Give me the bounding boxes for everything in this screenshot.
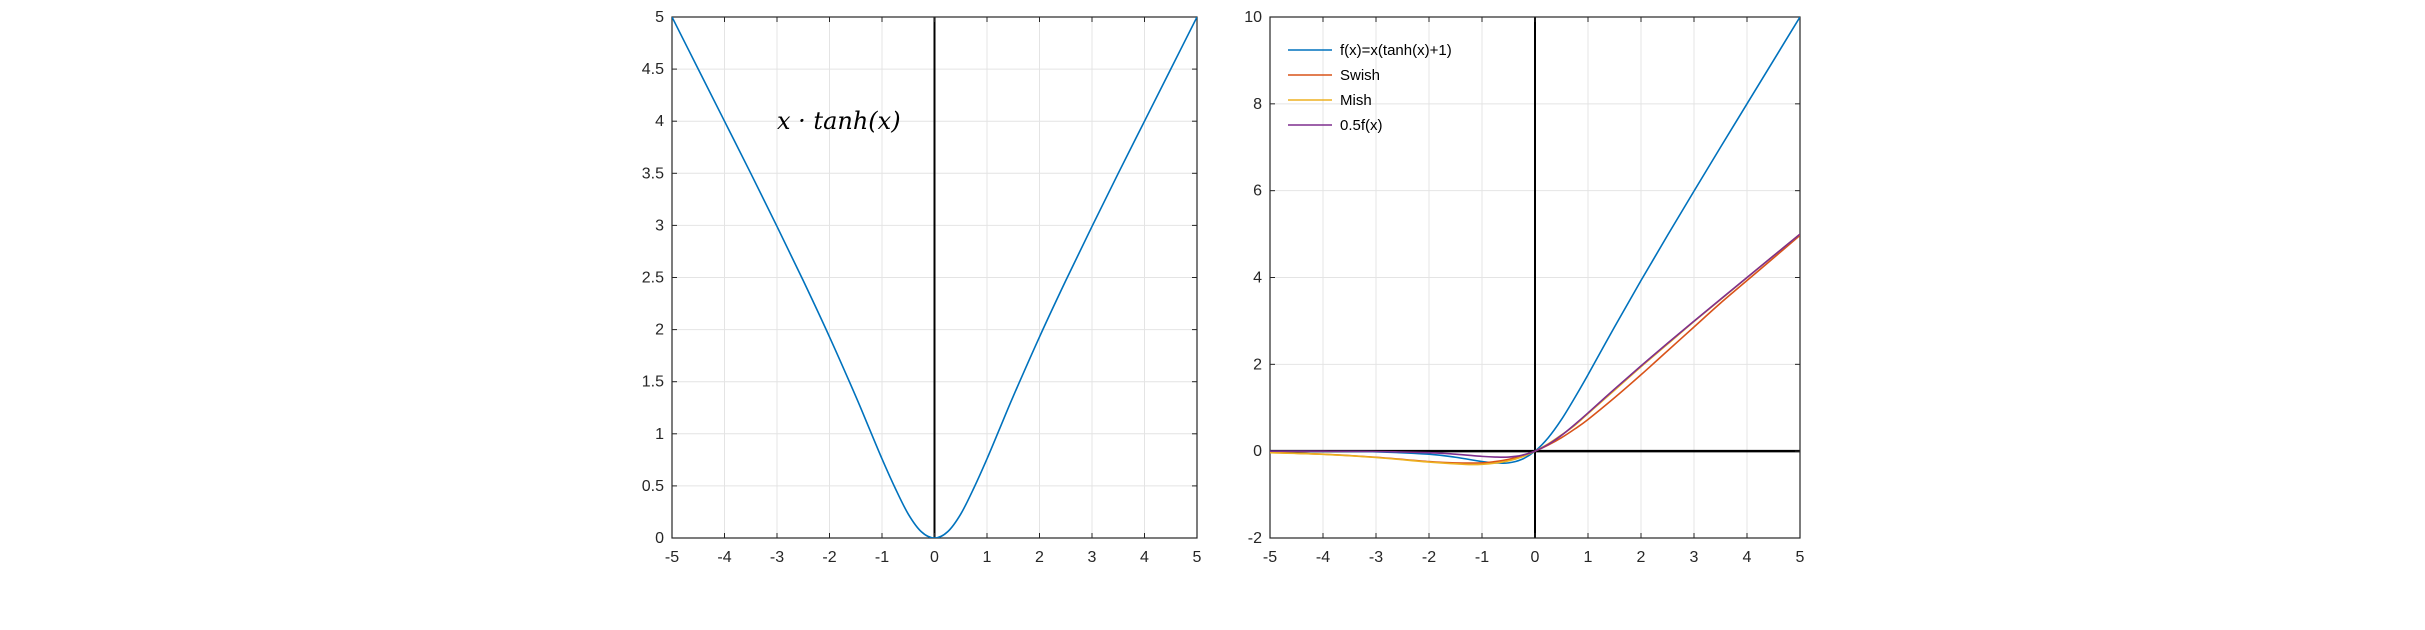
x-tick-label: 2 <box>1637 549 1646 566</box>
x-tick-label: -3 <box>1369 549 1383 566</box>
y-tick-label: 3 <box>655 217 664 234</box>
x-tick-label: 1 <box>983 549 992 566</box>
y-tick-label: 1 <box>655 426 664 443</box>
x-tick-label: 3 <box>1088 549 1097 566</box>
series-line-x-tanh-x <box>672 17 1197 538</box>
x-tick-label: 0 <box>930 549 939 566</box>
legend-label: 0.5f(x) <box>1340 117 1383 134</box>
x-tick-label: 5 <box>1796 549 1805 566</box>
legend-label: Swish <box>1340 67 1380 84</box>
x-tick-label: -1 <box>875 549 889 566</box>
x-tick-label: 0 <box>1531 549 1540 566</box>
x-tick-label: -5 <box>1263 549 1277 566</box>
right-plot-activations: -5 -4 -3 -2 -1 0 1 2 3 4 5 -2 0 2 4 6 8 10 f(x)=x(tanh(x)+… <box>1244 9 1804 566</box>
y-tick-label: 0 <box>655 530 664 547</box>
series-line-0-5f-x- <box>1270 233 1800 458</box>
x-tick-label: -3 <box>770 549 784 566</box>
y-tick-label: 4.5 <box>642 61 664 78</box>
y-tick-label: 3.5 <box>642 165 664 182</box>
legend-label: Mish <box>1340 92 1372 109</box>
y-tick-label: 0.5 <box>642 478 664 495</box>
y-tick-label: 10 <box>1244 9 1262 26</box>
x-tick-label: 4 <box>1140 549 1149 566</box>
x-tick-label: -4 <box>1316 549 1330 566</box>
x-tick-label: 1 <box>1584 549 1593 566</box>
x-tick-label: 4 <box>1743 549 1752 566</box>
y-tick-label: 4 <box>655 113 664 130</box>
x-tick-label: -1 <box>1475 549 1489 566</box>
x-tick-label: 3 <box>1690 549 1699 566</box>
left-plot-tanh: -5 -4 -3 -2 -1 0 1 2 3 4 5 0 0.5 1 1.5 2 2.5 3 3.5 4 4.5 5 x ·… <box>642 9 1202 566</box>
legend-label: f(x)=x(tanh(x)+1) <box>1340 42 1452 59</box>
y-tick-label: 2 <box>1253 356 1262 373</box>
annotation-text: x · tanh(x) <box>777 107 901 135</box>
y-tick-label: 1.5 <box>642 374 664 391</box>
x-tick-label: 5 <box>1193 549 1202 566</box>
y-tick-label: 0 <box>1253 443 1262 460</box>
x-tick-label: -2 <box>822 549 836 566</box>
y-tick-label: 4 <box>1253 270 1262 287</box>
y-tick-label: 2.5 <box>642 270 664 287</box>
y-tick-label: -2 <box>1248 530 1262 547</box>
series-line-f-x-x-tanh-x-1- <box>1270 17 1800 465</box>
y-tick-label: 8 <box>1253 96 1262 113</box>
y-tick-label: 2 <box>655 322 664 339</box>
x-tick-label: 2 <box>1035 549 1044 566</box>
x-tick-label: -5 <box>665 549 679 566</box>
y-tick-label: 6 <box>1253 183 1262 200</box>
y-tick-label: 5 <box>655 9 664 26</box>
x-tick-label: -2 <box>1422 549 1436 566</box>
x-tick-label: -4 <box>717 549 731 566</box>
